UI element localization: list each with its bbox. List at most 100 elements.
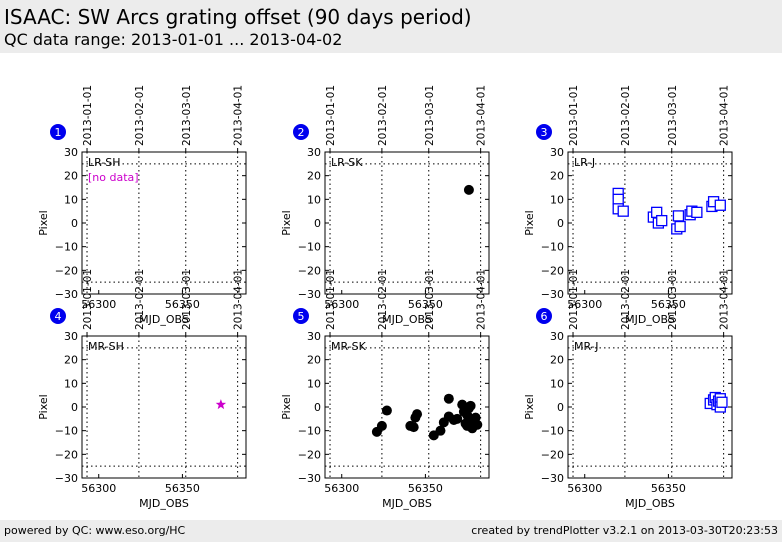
header-bar: ISAAC: SW Arcs grating offset (90 days p…	[0, 0, 782, 53]
y-tick-label: 0	[557, 217, 564, 230]
date-tick-label: 2013-03-01	[424, 85, 436, 146]
y-tick-label: 0	[314, 401, 321, 414]
date-tick-label: 2013-03-01	[424, 269, 436, 330]
y-tick-label: 30	[64, 146, 78, 159]
panel-number: 3	[541, 126, 548, 139]
panel-4: 2013-01-01 2013-02-01 2013-03-01 2013-04-01…	[37, 269, 247, 510]
date-tick-label: 2013-04-01	[233, 85, 245, 146]
y-tick-label: −10	[541, 241, 564, 254]
data-point	[381, 405, 392, 416]
panel-number-badge	[50, 308, 66, 324]
plot-frame	[567, 151, 733, 295]
panel-number: 4	[55, 310, 62, 323]
y-tick-label: 30	[64, 330, 78, 343]
y-tick-label: 10	[307, 193, 321, 206]
y-tick-label: 0	[71, 401, 78, 414]
panel-label: MR-SK	[331, 340, 367, 353]
y-tick-label: 20	[64, 354, 78, 367]
y-tick-label: 10	[64, 193, 78, 206]
date-tick-label: 2013-02-01	[134, 269, 146, 330]
y-tick-label: −10	[541, 425, 564, 438]
panel-label: LR-SK	[331, 156, 363, 169]
date-tick-label: 2013-01-01	[325, 85, 337, 146]
panel-6: 2013-01-01 2013-02-01 2013-03-01 2013-04-01…	[523, 269, 733, 510]
data-point	[617, 205, 629, 217]
y-tick-label: −10	[298, 241, 321, 254]
data-point	[714, 199, 726, 211]
x-axis-label: MJD_OBS	[139, 313, 189, 326]
panel-number-badge	[293, 124, 309, 140]
date-tick-label: 2013-01-01	[82, 269, 94, 330]
date-tick-label: 2013-04-01	[476, 269, 488, 330]
date-tick-label: 2013-02-01	[377, 85, 389, 146]
y-axis-label: Pixel	[280, 394, 293, 419]
x-tick-label: 56300	[81, 482, 116, 495]
date-tick-label: 2013-01-01	[82, 85, 94, 146]
date-tick-label: 2013-03-01	[181, 269, 193, 330]
y-tick-label: 30	[550, 330, 564, 343]
data-point	[435, 425, 446, 436]
x-tick-label: 56350	[408, 482, 443, 495]
y-tick-label: −20	[55, 264, 78, 277]
y-tick-label: 20	[307, 354, 321, 367]
x-tick-label: 56300	[324, 482, 359, 495]
date-tick-label: 2013-02-01	[134, 85, 146, 146]
no-data-note: [no data]	[88, 171, 139, 184]
date-tick-label: 2013-03-01	[667, 85, 679, 146]
date-tick-label: 2013-01-01	[568, 85, 580, 146]
date-tick-label: 2013-04-01	[476, 85, 488, 146]
data-point	[376, 420, 387, 431]
panel-label: LR-J	[574, 156, 595, 169]
y-tick-label: −20	[55, 448, 78, 461]
panel-number-badge	[50, 124, 66, 140]
y-tick-label: −30	[541, 472, 564, 485]
date-tick-label: 2013-02-01	[620, 269, 632, 330]
x-tick-label: 56350	[165, 482, 200, 495]
panel-number-badge	[293, 308, 309, 324]
y-axis-label: Pixel	[37, 394, 50, 419]
date-tick-label: 2013-03-01	[667, 269, 679, 330]
x-axis-label: MJD_OBS	[625, 497, 675, 510]
date-tick-label: 2013-04-01	[719, 85, 731, 146]
data-point	[672, 210, 685, 222]
data-point	[612, 193, 624, 205]
y-tick-label: −30	[55, 288, 78, 301]
y-tick-label: −30	[298, 472, 321, 485]
panel-1: 2013-01-01 2013-02-01 2013-03-01 2013-04-01…	[37, 85, 247, 326]
x-tick-label: 56300	[324, 298, 359, 311]
y-tick-label: 10	[307, 377, 321, 390]
date-tick-label: 2013-02-01	[620, 85, 632, 146]
panel-label: MR-J	[574, 340, 599, 353]
y-axis-label: Pixel	[280, 210, 293, 235]
panel-5: 2013-01-01 2013-02-01 2013-03-01 2013-04-01…	[280, 269, 490, 510]
panel-number: 6	[541, 310, 548, 323]
y-tick-label: 20	[307, 170, 321, 183]
y-axis-label: Pixel	[523, 394, 536, 419]
y-tick-label: −20	[298, 448, 321, 461]
data-point	[408, 422, 419, 433]
y-tick-label: 30	[307, 330, 321, 343]
y-tick-label: 20	[64, 170, 78, 183]
y-axis-label: Pixel	[523, 210, 536, 235]
y-tick-label: 30	[307, 146, 321, 159]
date-tick-label: 2013-04-01	[233, 269, 245, 330]
panel-label: MR-SH	[88, 340, 124, 353]
y-tick-label: 0	[314, 217, 321, 230]
y-tick-label: −10	[55, 241, 78, 254]
footer-credit: powered by QC: www.eso.org/HC	[4, 524, 186, 537]
y-tick-label: −20	[541, 448, 564, 461]
y-tick-label: 0	[557, 401, 564, 414]
y-tick-label: −10	[55, 425, 78, 438]
y-tick-label: 10	[64, 377, 78, 390]
data-point	[463, 184, 474, 195]
panel-label: LR-SH	[88, 156, 121, 169]
date-tick-label: 2013-02-01	[377, 269, 389, 330]
data-point	[716, 396, 728, 408]
panel-3: 2013-01-01 2013-02-01 2013-03-01 2013-04-01…	[523, 85, 733, 326]
data-point	[443, 393, 454, 404]
data-point	[691, 206, 703, 219]
footer-bar: powered by QC: www.eso.org/HC created by…	[0, 520, 782, 542]
panel-number: 5	[298, 310, 305, 323]
y-tick-label: 0	[71, 217, 78, 230]
